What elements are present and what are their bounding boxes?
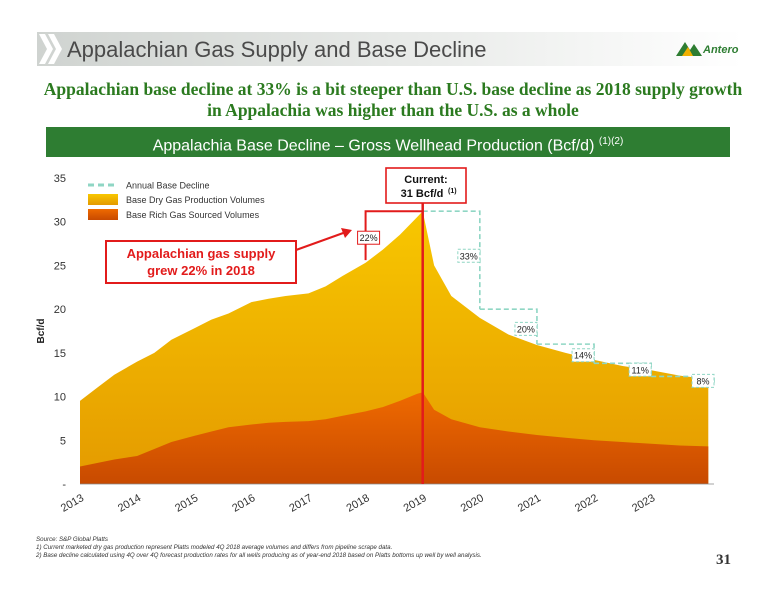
y-tick-label: 5 [60, 435, 66, 447]
annotation-line-2: grew 22% in 2018 [147, 263, 255, 278]
decline-label-box [691, 373, 715, 388]
x-tick-label: 2015 [173, 492, 200, 515]
y-tick-label: 35 [54, 173, 66, 185]
footnote-source: Source: S&P Global Platts [36, 536, 108, 543]
y-tick-label: - [62, 479, 66, 491]
area-base-rich-gas [80, 392, 709, 484]
decline-label: 11% [631, 365, 648, 375]
decline-step [536, 343, 595, 364]
x-tick-label: 2023 [630, 492, 657, 515]
chevron-decoration-icon [39, 34, 62, 64]
legend-label-decline: Annual Base Decline [126, 181, 210, 191]
footnotes: Source: S&P Global Platts 1) Current mar… [36, 536, 482, 560]
decline-label: 20% [517, 324, 535, 334]
slide-title: Appalachian Gas Supply and Base Decline [67, 37, 487, 62]
current-value-footnote: (1) [448, 188, 457, 195]
legend-label-dry-gas: Base Dry Gas Production Volumes [126, 195, 265, 205]
annotation-arrow-line [295, 231, 347, 251]
y-tick-label: 15 [54, 348, 66, 360]
x-tick-label: 2022 [573, 492, 600, 515]
y-tick-label: 20 [54, 304, 66, 316]
x-tick-label: 2019 [402, 492, 429, 515]
logo-text: Antero [702, 44, 739, 56]
decline-label-box [571, 348, 595, 363]
decline-step [422, 210, 481, 310]
decline-label-box [514, 321, 538, 336]
slide-subtitle: Appalachian base decline at 33% is a bit… [43, 79, 743, 120]
decline-label-box [457, 248, 481, 263]
annotation-line-1: Appalachian gas supply [127, 246, 277, 261]
area-base-dry-gas [80, 211, 709, 484]
y-tick-label: 10 [54, 392, 66, 404]
y-tick-label: 25 [54, 260, 66, 272]
x-tick-label: 2021 [516, 492, 543, 515]
title-bar: Appalachian Gas Supply and Base Decline [37, 32, 743, 66]
legend-swatch-rich-gas [88, 209, 118, 220]
x-tick-label: 2013 [59, 492, 86, 515]
antero-logo: Antero [676, 42, 739, 56]
annotation-box [105, 240, 297, 284]
base-decline-chart: - 5 10 15 20 25 30 35 Bcf/d 2013 2014 2015 2016 2017 2… [36, 167, 715, 515]
current-callout-box [385, 167, 467, 204]
y-tick-label: 30 [54, 217, 66, 229]
footnote-2: 2) Base decline calculated using 4Q over… [36, 552, 482, 559]
current-value-label: 31 Bcf/d [401, 188, 444, 200]
footnote-1: 1) Current marketed dry gas production r… [36, 544, 393, 551]
annotation-arrow-head [341, 228, 352, 238]
decline-label: 8% [696, 376, 709, 386]
growth-label: 22% [360, 233, 378, 243]
x-tick-label: 2020 [459, 492, 486, 515]
growth-label-box [357, 230, 381, 245]
y-axis-label: Bcf/d [36, 319, 47, 344]
x-tick-label: 2017 [287, 492, 314, 515]
decline-label-box [628, 362, 652, 377]
decline-label: 14% [574, 351, 592, 361]
x-tick-label: 2018 [344, 492, 371, 515]
legend-label-rich-gas: Base Rich Gas Sourced Volumes [126, 210, 260, 220]
x-tick-label: 2016 [230, 492, 257, 515]
x-tick-label: 2014 [116, 492, 143, 515]
chart-header: Appalachia Base Decline – Gross Wellhead… [46, 127, 730, 157]
current-label: Current: [404, 174, 447, 186]
chart-header-text: Appalachia Base Decline – Gross Wellhead… [152, 137, 595, 155]
chart-header-footnote: (1)(2) [598, 136, 624, 147]
decline-label: 33% [460, 251, 478, 261]
legend-swatch-dry-gas [88, 194, 118, 205]
page-number: 31 [716, 552, 731, 568]
